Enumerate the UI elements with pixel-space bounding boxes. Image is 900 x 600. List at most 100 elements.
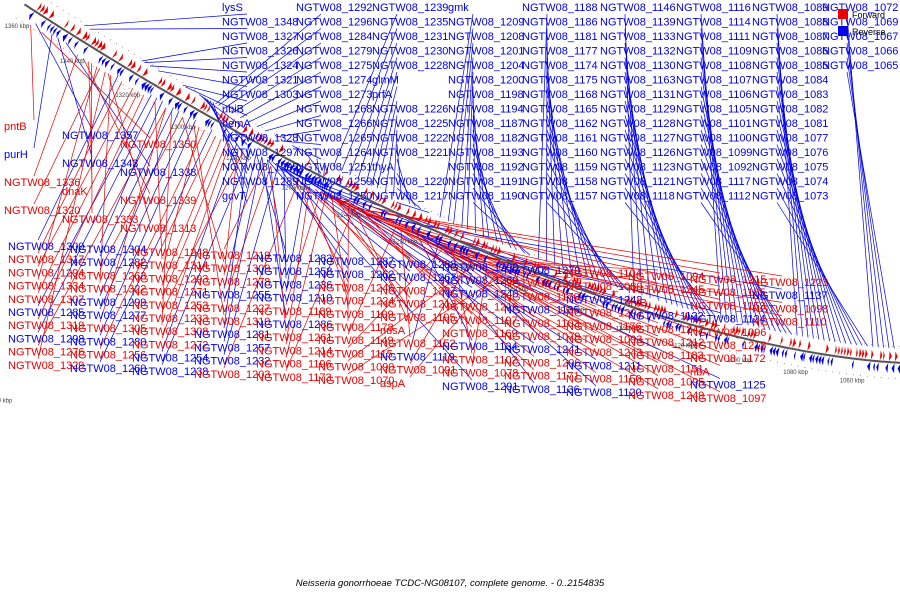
forward-gene-arrow [834,345,837,355]
forward-gene-arrow [571,275,575,285]
forward-gene-arrow [157,76,163,86]
gene-label-reverse: NGTW08_1082 [752,104,828,116]
forward-gene-arrow [662,305,667,316]
reverse-gene-arrow [325,182,331,191]
leader-line [397,228,659,363]
reverse-gene-arrow [553,281,558,292]
gene-label-reverse: NGTW08_1163 [600,75,676,87]
leader-line [223,165,272,302]
leader-line [359,210,659,350]
gene-label-reverse: NGTW08_1105 [676,104,752,116]
forward-gene-arrow [369,189,374,199]
leader-line [193,123,225,316]
leader-line [700,173,782,333]
gene-label-forward: NGTW08_1247 [628,324,704,336]
gene-label-reverse: NGTW08_1210 [256,293,332,305]
leader-line [33,68,101,205]
leader-line [353,208,411,325]
leader-line [154,101,163,260]
forward-gene-arrow [798,339,802,349]
leader-line [283,168,473,381]
reverse-gene-arrow [98,55,104,64]
leader-line [37,94,145,320]
forward-gene-arrow [894,351,898,362]
forward-gene-arrow [42,6,48,15]
reverse-gene-arrow [311,175,317,184]
reverse-gene-arrow [299,168,305,178]
gene-label-reverse: NGTW08_1175 [522,75,598,87]
gene-label-forward: NGTW08_1237 [380,285,456,297]
leader-line [624,129,689,310]
forward-gene-arrow [737,326,741,336]
leader-line [776,158,852,345]
reverse-gene-arrow [754,342,758,353]
gene-label-reverse: NGTW08_1297 [222,147,298,159]
gene-label-forward: NGTW08_1245 [628,284,704,296]
gene-label-reverse: hemA [222,118,251,130]
reverse-gene-arrow [611,302,615,312]
reverse-gene-arrow [110,62,116,72]
gene-label-reverse: NGTW08_1291 [442,381,518,393]
leader-line [99,117,183,270]
leader-line [461,57,474,228]
leader-line [267,159,349,256]
leader-line [700,57,738,323]
gene-label-forward: NGTW08_1152 [380,338,456,350]
forward-gene-arrow [644,300,648,310]
forward-gene-arrow [535,262,540,272]
gene-label-reverse: NGTW08_1326 [222,46,298,58]
forward-gene-arrow [347,179,353,189]
gene-label-reverse: NGTW08_1188 [522,2,598,14]
leader-line [700,100,755,327]
leader-line [223,153,257,289]
leader-line [182,84,248,102]
reverse-gene-arrow [296,167,302,177]
gene-label-reverse: NGTW08_1174 [522,60,598,72]
gene-label-reverse: NGTW08_1114 [676,17,751,29]
forward-gene-arrow [263,136,268,145]
leader-line [353,207,783,277]
forward-gene-arrow [459,231,464,241]
reverse-gene-arrow [159,92,165,101]
leader-line [223,180,299,368]
forward-gene-arrow [426,216,431,226]
leader-line [209,100,248,189]
forward-gene-arrow [843,346,846,357]
gene-label-reverse: NGTW08_1328 [222,133,298,145]
leader-line [37,88,134,267]
gene-label-forward: NGTW08_1079 [504,331,580,343]
forward-gene-arrow [589,282,593,292]
reverse-gene-arrow [235,134,240,144]
reverse-gene-arrow [678,323,682,333]
leader-line [285,208,355,371]
leader-line [393,129,398,197]
gene-label-reverse: lysS [222,2,243,14]
forward-gene-arrow [223,114,229,124]
gene-label-reverse: NGTW08_1296 [296,17,372,29]
gene-label-reverse: NGTW08_1242 [566,294,642,306]
gene-label-reverse: NGTW08_1160 [522,147,598,159]
reverse-gene-arrow [417,225,422,235]
forward-gene-arrow [840,346,843,356]
forward-gene-arrow [190,96,196,105]
gene-label-forward: NGTW08_1256 [70,350,146,362]
reverse-gene-arrow [83,46,89,55]
forward-gene-arrow [553,268,557,279]
forward-gene-arrow [870,349,874,360]
reverse-gene-arrow [190,109,196,119]
reverse-gene-arrow [284,161,290,170]
gene-label-forward: NGTW08_1078 [442,368,518,380]
gene-label-forward: NGTW08_1271 [132,287,208,299]
gene-label-reverse: NGTW08_1137 [752,290,828,302]
reverse-gene-arrow [614,303,619,313]
leader-line [776,187,863,346]
gene-label-forward: NGTW08_1185 [690,287,766,299]
tick-label: 1140 kbp [616,327,641,333]
gene-label-forward: NGTW08_1276 [8,347,84,359]
reverse-gene-arrow [317,178,323,187]
leader-line [285,179,307,292]
reverse-gene-arrow [784,348,788,359]
reverse-gene-arrow [328,183,334,193]
gene-label-forward: NGTW08_1205 [504,278,580,290]
reverse-gene-arrow [193,111,199,121]
